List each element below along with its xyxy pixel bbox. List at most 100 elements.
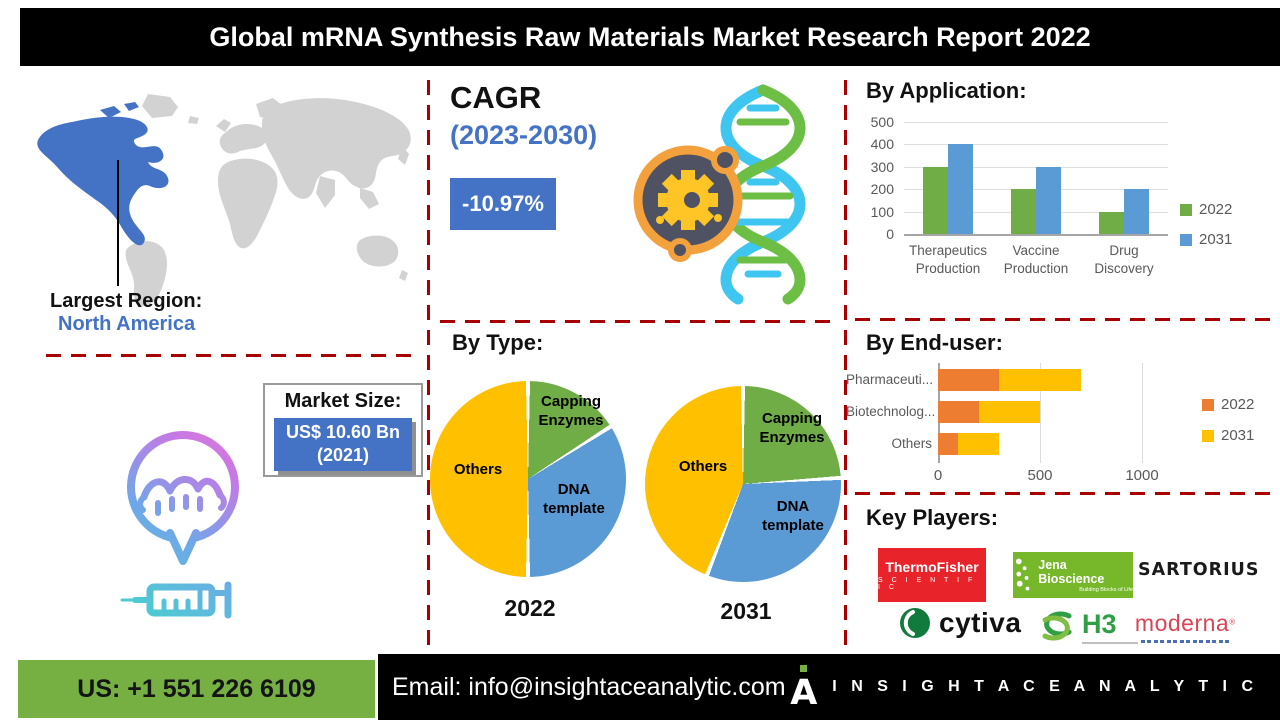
end-user-bar-chart: Pharmaceuti... Biotechnolog... Others 0 500…	[846, 363, 1206, 493]
key-players-heading: Key Players:	[866, 505, 999, 530]
eu-label-0: Pharmaceuti...	[846, 372, 934, 387]
world-map	[37, 94, 411, 307]
footer-email: Email: info@insightaceanalytic.com	[392, 672, 786, 701]
bar-2031-1	[1036, 166, 1061, 234]
cytiva-wordmark: cytiva	[939, 607, 1022, 638]
h3-tagline-line	[1082, 641, 1138, 644]
app-gridline	[904, 144, 1168, 146]
moderna-sequence-dashes	[1132, 640, 1238, 643]
app-gridline	[904, 122, 1168, 123]
map-continents	[125, 94, 411, 307]
app-legend: 2022 2031	[1180, 201, 1232, 248]
legend-label: 2031	[1221, 427, 1255, 444]
green-dot-icon	[800, 665, 808, 672]
by-application-heading: By Application:	[866, 78, 1027, 103]
eu-seg-2031-2	[958, 433, 1000, 455]
eu-x-ticks: 0 500 1000	[934, 467, 1188, 487]
cagr-period: (2023-2030)	[450, 120, 598, 150]
pie-year-2031: 2031	[720, 598, 772, 624]
legend-swatch	[1202, 429, 1214, 442]
insight-ace-a-icon: A	[790, 663, 818, 713]
app-ytick-400: 400	[870, 136, 894, 153]
divider-vertical-left	[427, 80, 430, 655]
footer-bar: Email: info@insightaceanalytic.com A I N…	[378, 654, 1280, 720]
legend-label: 2022	[1199, 201, 1233, 218]
eu-seg-2022-1	[938, 401, 979, 423]
bar-2031-2	[1124, 189, 1149, 234]
pie-label-dna-template: DNA template	[762, 498, 824, 534]
eu-seg-2022-2	[938, 433, 959, 455]
pie-label-capping-enzymes: Capping Enzymes	[759, 410, 825, 446]
bar-group-0	[923, 144, 973, 234]
app-ytick-100: 100	[870, 203, 894, 220]
application-bar-chart: 500 400 300 200 100 0 Therapeutics Production V…	[862, 114, 1182, 278]
mrna-vaccine-icon	[120, 431, 239, 619]
bar-group-1	[1011, 166, 1061, 234]
legend-item-2031: 2031	[1202, 427, 1254, 444]
eu-tick-0: 0	[933, 467, 943, 484]
app-xlabel-1: Vaccine Production	[1003, 243, 1069, 276]
title-bar: Global mRNA Synthesis Raw Materials Mark…	[20, 8, 1280, 66]
eu-plot-area	[938, 363, 1188, 463]
sartorius-wordmark: SARTORIUS	[1138, 560, 1260, 580]
pie-label-others: Others	[678, 458, 728, 475]
market-size-label: Market Size:	[284, 390, 402, 412]
jena-wordmark: Jena Bioscience	[1038, 557, 1105, 586]
h3-icon	[1042, 611, 1072, 641]
moderna-reg: ®	[1229, 617, 1236, 627]
region-pointer-line	[117, 160, 119, 286]
eu-row-2	[938, 433, 1000, 455]
divider-left	[46, 354, 420, 357]
legend-item-2022: 2022	[1202, 396, 1254, 413]
page-title: Global mRNA Synthesis Raw Materials Mark…	[209, 21, 1091, 52]
eu-tick-500: 500	[1027, 467, 1053, 484]
legend-item-2031: 2031	[1180, 231, 1232, 248]
eu-label-2: Others	[891, 436, 932, 451]
pie-label-capping-enzymes: Capping Enzymes	[538, 393, 604, 429]
by-end-user-heading: By End-user:	[866, 330, 1003, 355]
divider-right-2	[855, 492, 1270, 495]
cagr-label: CAGR	[450, 80, 542, 115]
market-size-value-box: US$ 10.60 Bn (2021)	[274, 418, 412, 471]
thermo-fisher-sub: S C I E N T I F I C	[878, 577, 976, 591]
brand-logo: A I N S I G H T A C E A N A L Y T I C	[790, 654, 1258, 720]
market-size-card: Market Size: US$ 10.60 Bn (2021)	[263, 383, 423, 477]
legend-label: 2031	[1199, 231, 1233, 248]
app-ytick-500: 500	[870, 114, 894, 130]
legend-swatch	[1180, 233, 1192, 246]
legend-swatch	[1180, 203, 1192, 216]
cytiva-icon	[900, 608, 930, 638]
divider-vertical-right	[844, 80, 847, 655]
app-x-labels: Therapeutics Production Vaccine Production D…	[904, 242, 1168, 277]
eu-seg-2031-0	[999, 369, 1081, 391]
logo-jena-bioscience: Jena Bioscience Building Blocks of Life	[1013, 552, 1133, 598]
logo-moderna: moderna®	[1132, 610, 1238, 643]
logo-sartorius: SARTORIUS	[1138, 560, 1258, 580]
dna-gear-icon	[633, 84, 806, 305]
eu-row-1	[938, 401, 1040, 423]
pie-label-dna-template: DNA template	[543, 481, 605, 517]
by-type-heading: By Type:	[452, 330, 544, 355]
jena-tagline: Building Blocks of Life	[1079, 586, 1133, 593]
north-america-region	[37, 102, 169, 246]
market-size-value: US$ 10.60 Bn	[285, 422, 401, 442]
app-xlabel-2: Drug Discovery	[1094, 243, 1154, 276]
legend-swatch	[1202, 398, 1214, 411]
pie-label-others: Others	[453, 461, 503, 478]
eu-seg-2022-0	[938, 369, 1000, 391]
eu-gridline-500	[1040, 363, 1041, 463]
market-size-year: (2021)	[316, 444, 370, 465]
legend-item-2022: 2022	[1180, 201, 1232, 218]
app-bars	[904, 122, 1168, 234]
bar-group-2	[1099, 189, 1149, 234]
app-ytick-300: 300	[870, 158, 894, 175]
app-y-axis: 500 400 300 200 100 0	[862, 114, 898, 242]
logo-h3: H3	[1036, 604, 1138, 648]
divider-middle	[440, 320, 838, 323]
eu-seg-2031-1	[978, 401, 1040, 423]
thermo-fisher-wordmark: ThermoFisher	[885, 559, 979, 575]
cagr-value-box: -10.97%	[450, 178, 556, 230]
pie-year-2022: 2022	[504, 595, 556, 621]
cagr-value: -10.97%	[462, 191, 544, 216]
